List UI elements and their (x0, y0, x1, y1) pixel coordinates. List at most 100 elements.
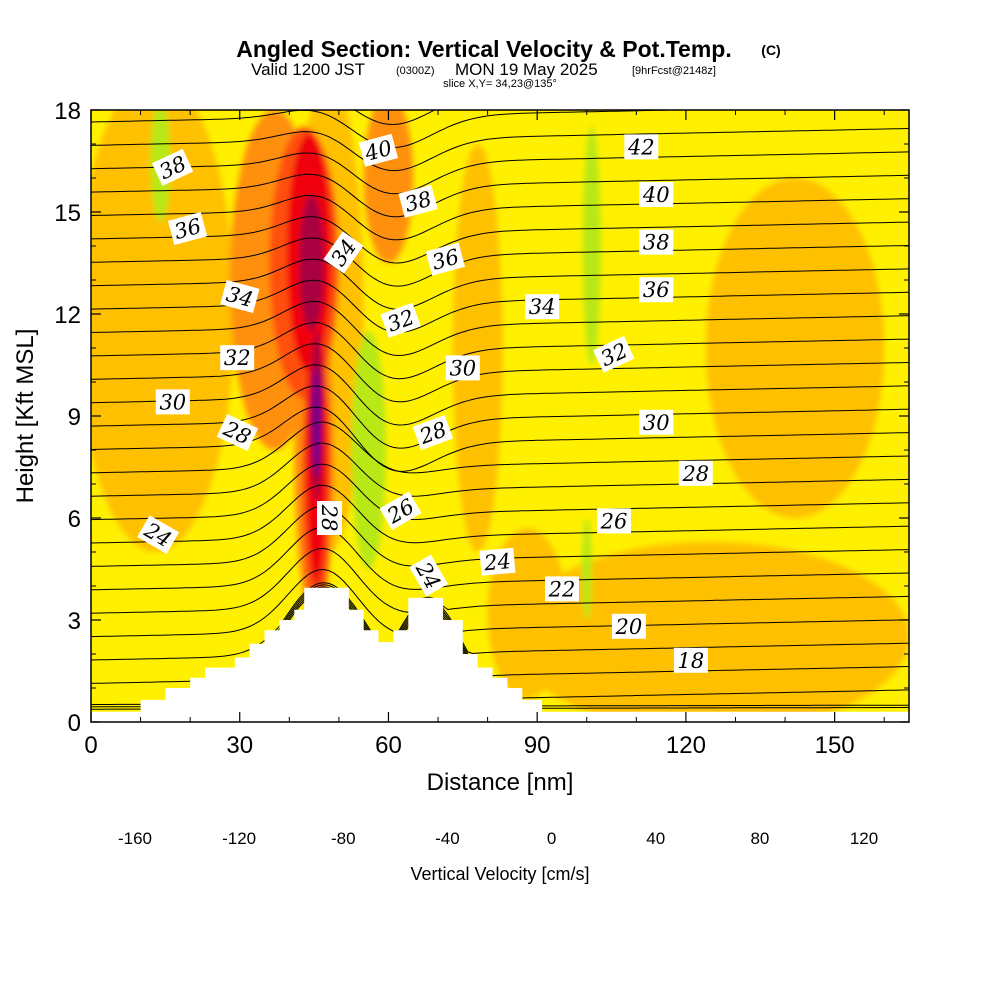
colorbar: -160 -120 -80 -40 0 40 80 120 (118, 829, 878, 848)
contour-label-box (155, 389, 190, 415)
contour-label-box (398, 184, 438, 218)
valid-zulu: (0300Z) (396, 65, 435, 77)
contour-label: 20 (611, 613, 646, 639)
colorbar-tick-label: 80 (750, 829, 769, 848)
contour-label-text: 18 (678, 649, 705, 673)
contour-label-text: 30 (159, 390, 186, 414)
contour-label-text: 26 (600, 509, 628, 533)
vertical-velocity-field (91, 110, 909, 722)
contour-label: 30 (445, 355, 480, 381)
contour-label-box (624, 134, 659, 160)
contour-label-text: 28 (317, 504, 341, 532)
x-tick-label: 150 (815, 732, 855, 759)
contour-label-box (167, 212, 208, 245)
isentrope-line (91, 237, 909, 287)
x-tick-label: 30 (226, 732, 253, 759)
colorbar-tick-label: -120 (222, 829, 256, 848)
velocity-band-right (705, 178, 885, 518)
isentrope-line (91, 128, 909, 172)
isentrope-line (91, 194, 909, 241)
colorbar-label: Vertical Velocity [cm/s] (410, 864, 589, 884)
valid-time-line: Valid 1200 JST (0300Z) MON 19 May 2025 [… (251, 60, 716, 79)
contour-label-box (409, 554, 448, 597)
contour-label-box (639, 182, 674, 207)
terrain-mask (91, 587, 909, 722)
colorbar-tick-label: -160 (118, 829, 152, 848)
contour-label-box (380, 302, 421, 338)
isentrope-line (91, 110, 696, 149)
isentrope-line (91, 568, 909, 638)
velocity-band-middle (452, 144, 503, 552)
velocity-downdraft-right-low (581, 518, 592, 620)
contour-label: 40 (639, 182, 674, 207)
contour-label-text: 28 (681, 462, 709, 486)
isentrope-line (91, 173, 909, 218)
y-tick-label: 12 (54, 302, 81, 329)
isentrope-line (91, 484, 909, 544)
contour-label: 34 (220, 280, 260, 313)
contour-labels: 3836343230282440343836323028262824343224… (137, 133, 713, 673)
contour-label-text: 30 (449, 356, 476, 380)
isentrope-line (91, 364, 909, 426)
x-tick-label: 90 (524, 732, 551, 759)
valid-date: MON 19 May 2025 (455, 60, 598, 79)
contour-label-box (479, 547, 516, 576)
contour-label-box (216, 414, 259, 452)
isentrope-line (91, 547, 909, 614)
y-axis-label: Height [Kft MSL] (12, 329, 39, 504)
contour-label: 24 (479, 547, 516, 576)
contour-label-box (639, 229, 674, 255)
contour-label-box (379, 491, 422, 531)
contour-label: 30 (155, 389, 190, 415)
contour-label-box (639, 277, 674, 303)
colorbar-tick-label: -80 (331, 829, 356, 848)
contour-label: 30 (639, 409, 674, 435)
colorbar-tick-label: 120 (850, 829, 878, 848)
contour-label: 26 (597, 508, 631, 534)
contour-label-box (358, 133, 399, 167)
contour-label-box (597, 508, 631, 534)
contour-label: 36 (639, 277, 674, 303)
contour-label: 32 (380, 302, 421, 338)
velocity-downdraft-right-column (582, 127, 601, 365)
contour-label-box (220, 280, 260, 313)
contour-label-text: 34 (529, 295, 556, 319)
colorbar-tick-label: 0 (547, 829, 556, 848)
x-tick-label: 60 (375, 732, 402, 759)
contour-label-box (445, 355, 480, 381)
contour-label-box (673, 647, 708, 673)
contour-label-text: 38 (643, 231, 670, 255)
contour-label: 34 (525, 294, 560, 320)
velocity-downdraft-lee (351, 331, 386, 569)
contour-label-box (412, 414, 454, 451)
contour-label-box (525, 294, 560, 320)
contour-label-text: 30 (643, 411, 670, 435)
contour-label-box (151, 148, 194, 186)
valid-forecast: [9hrFcst@2148z] (632, 65, 716, 77)
isentrope-line (91, 442, 909, 497)
contour-label-box (220, 345, 255, 371)
y-tick-label: 3 (68, 608, 81, 635)
contour-label-box (545, 576, 579, 602)
contour-label-box (593, 335, 635, 373)
velocity-band-bottom (512, 541, 909, 722)
isentrope-line (91, 300, 909, 357)
contour-label-text: 22 (548, 577, 576, 601)
contour-label-text: 40 (642, 183, 670, 207)
contour-label-text: 24 (482, 549, 512, 575)
terrain-profile (91, 587, 909, 722)
contour-label: 40 (358, 133, 399, 167)
isentrope-line (91, 151, 909, 195)
isentrope-line (91, 582, 909, 661)
isentrope-line (91, 406, 909, 472)
contour-label-box (639, 409, 674, 435)
contour-label: 22 (545, 576, 579, 602)
chart-title: Angled Section: Vertical Velocity & Pot.… (236, 36, 731, 62)
y-tick-label: 6 (68, 506, 81, 533)
contour-label-box (317, 501, 342, 535)
colorbar-tick-label: 40 (646, 829, 665, 848)
contour-label-text: 36 (643, 278, 670, 302)
y-tick-label: 9 (68, 404, 81, 431)
contour-label-text: 20 (615, 615, 643, 639)
